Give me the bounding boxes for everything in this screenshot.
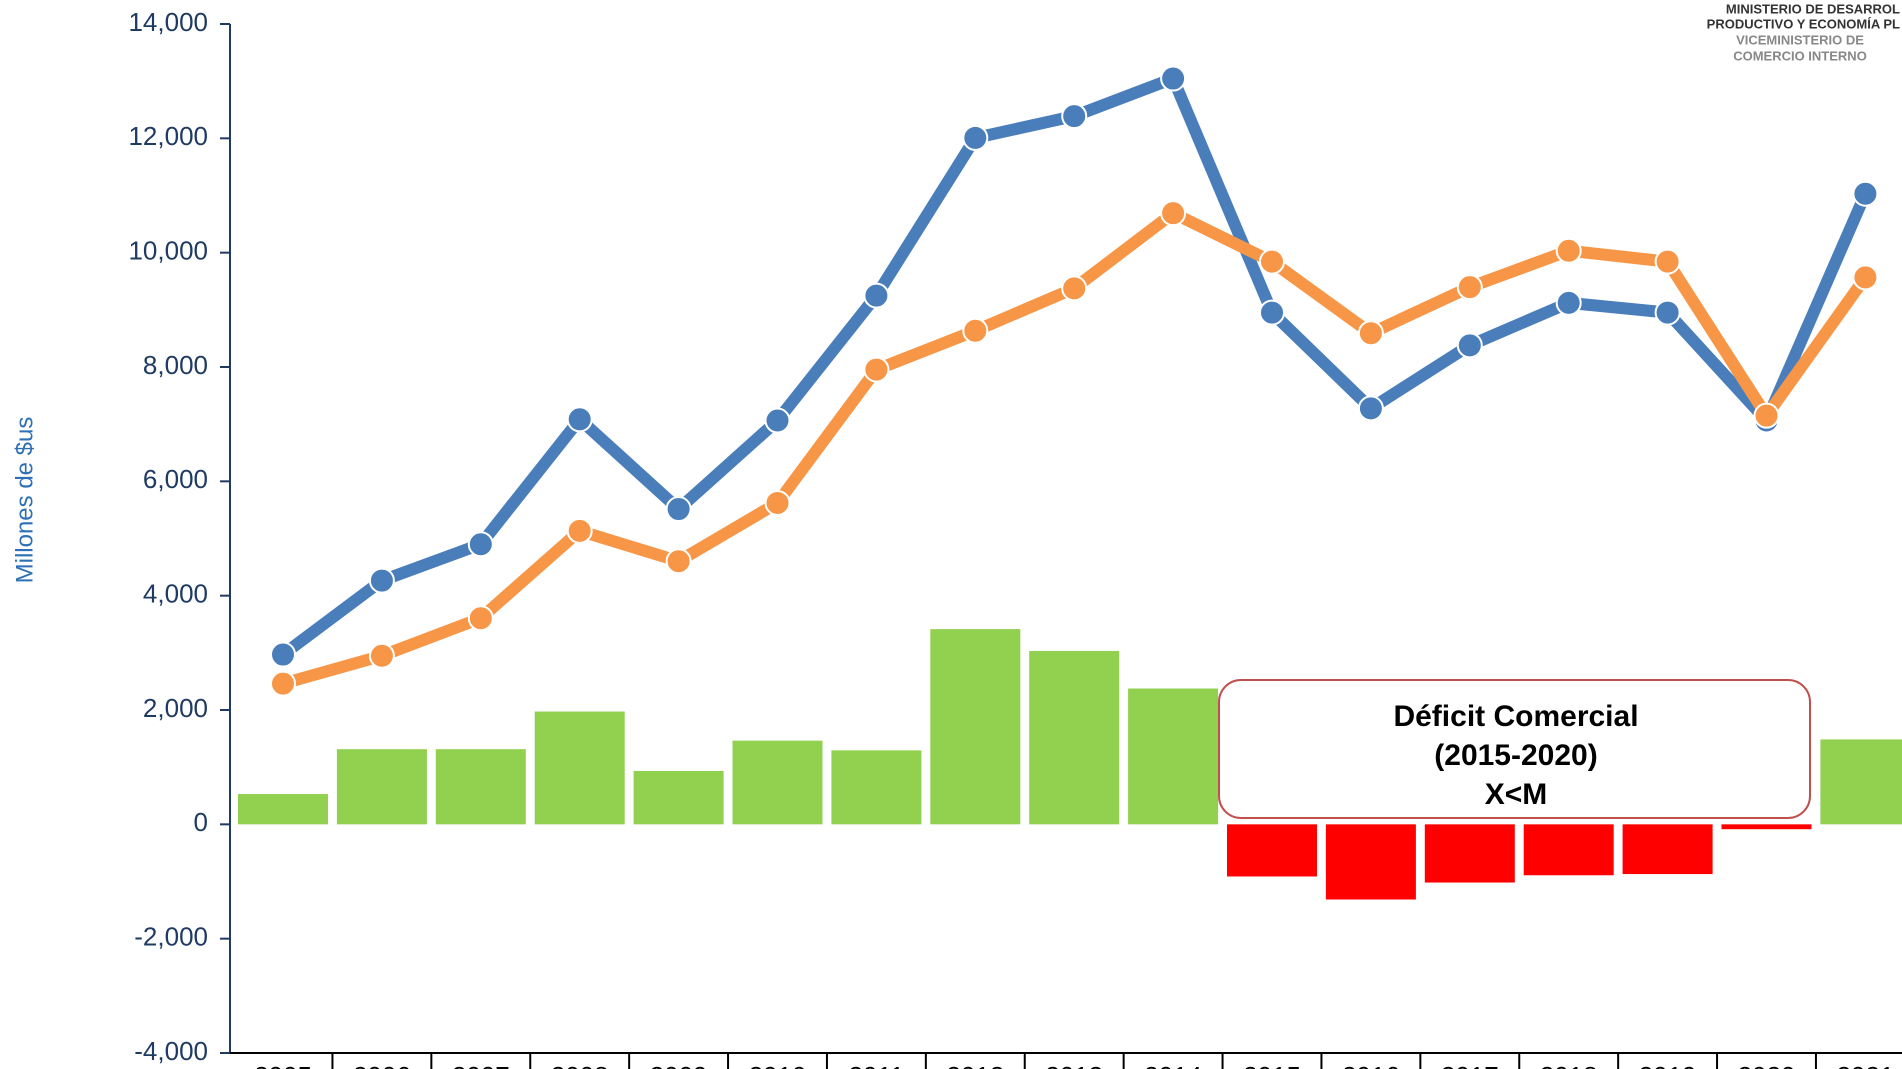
- bar: [435, 749, 526, 825]
- point: [467, 605, 494, 632]
- point: [1555, 237, 1582, 264]
- x-tick-label: 2008: [551, 1061, 609, 1069]
- point: [962, 124, 989, 151]
- x-tick-label: 2005: [254, 1061, 312, 1069]
- bar: [930, 629, 1021, 825]
- y-axis-label: Millones de $us: [11, 417, 38, 584]
- point: [764, 489, 791, 516]
- point: [467, 531, 494, 558]
- x-tick-label: 2015: [1243, 1061, 1301, 1069]
- point: [566, 406, 593, 433]
- y-tick-label: 6,000: [143, 464, 208, 494]
- point: [368, 567, 395, 594]
- y-tick-label: 2,000: [143, 693, 208, 723]
- annotation-text: X<M: [1485, 778, 1548, 811]
- y-tick-label: 4,000: [143, 579, 208, 609]
- annotation-text: Déficit Comercial: [1393, 700, 1638, 733]
- point: [1654, 299, 1681, 326]
- x-tick-label: 2012: [946, 1061, 1004, 1069]
- annotation-box: [1218, 679, 1811, 819]
- point: [1160, 200, 1187, 227]
- bar: [633, 770, 724, 825]
- point: [1160, 65, 1187, 92]
- annotation-text: (2015-2020): [1434, 739, 1597, 772]
- logo-text: MINISTERIO DE DESARROL: [1726, 1, 1900, 16]
- point: [863, 282, 890, 309]
- x-tick-label: 2014: [1144, 1061, 1202, 1069]
- x-tick-label: 2020: [1738, 1061, 1796, 1069]
- bar: [1227, 824, 1317, 877]
- y-tick-label: -4,000: [134, 1036, 208, 1066]
- bar: [1721, 824, 1812, 830]
- bar: [1622, 824, 1713, 875]
- point: [1456, 332, 1483, 359]
- point: [1456, 274, 1483, 301]
- logo-text: VICEMINISTERIO DE: [1736, 32, 1864, 47]
- y-tick-label: 8,000: [143, 350, 208, 380]
- point: [1259, 299, 1285, 326]
- point: [368, 642, 395, 669]
- x-tick-label: 2010: [749, 1061, 807, 1069]
- point: [1061, 103, 1088, 130]
- point: [270, 641, 296, 668]
- point: [764, 407, 791, 434]
- point: [665, 496, 692, 523]
- point: [1357, 320, 1384, 347]
- bar: [238, 794, 328, 825]
- point: [863, 356, 890, 383]
- bar: [831, 750, 922, 825]
- bar: [732, 740, 823, 825]
- bar: [1424, 824, 1515, 883]
- point: [1061, 275, 1088, 302]
- x-tick-label: 2019: [1639, 1061, 1697, 1069]
- bar: [534, 711, 625, 825]
- y-tick-label: -2,000: [134, 922, 208, 952]
- point: [1555, 289, 1582, 316]
- point: [566, 517, 593, 544]
- y-tick-label: 14,000: [128, 7, 208, 37]
- point: [1259, 248, 1285, 275]
- x-tick-label: 2021: [1836, 1061, 1894, 1069]
- point: [665, 548, 692, 575]
- bar: [1029, 650, 1120, 825]
- point: [1852, 264, 1879, 291]
- point: [270, 670, 296, 697]
- x-tick-label: 2013: [1045, 1061, 1103, 1069]
- x-tick-label: 2009: [650, 1061, 708, 1069]
- point: [1357, 395, 1384, 422]
- y-tick-label: 0: [194, 807, 208, 837]
- x-tick-label: 2017: [1441, 1061, 1499, 1069]
- x-tick-label: 2016: [1342, 1061, 1400, 1069]
- point: [1654, 248, 1681, 275]
- logo-text: COMERCIO INTERNO: [1733, 48, 1867, 63]
- bar: [1325, 824, 1416, 900]
- line: [279, 72, 1871, 660]
- point: [1753, 402, 1780, 429]
- bar: [1128, 688, 1219, 825]
- bar: [1523, 824, 1614, 876]
- bar: [1820, 739, 1902, 825]
- logo: MINISTERIO DE DESARROL PRODUCTIVO Y ECON…: [1707, 1, 1900, 63]
- x-tick-label: 2011: [848, 1061, 904, 1069]
- x-tick-label: 2018: [1540, 1061, 1598, 1069]
- x-tick-label: 2006: [353, 1061, 411, 1069]
- y-tick-label: 12,000: [128, 121, 208, 151]
- bar: [336, 749, 427, 825]
- y-tick-label: 10,000: [128, 236, 208, 266]
- logo-text: PRODUCTIVO Y ECONOMÍA PL: [1707, 16, 1900, 31]
- x-tick-label: 2007: [452, 1061, 510, 1069]
- point: [962, 317, 989, 344]
- point: [1852, 180, 1879, 207]
